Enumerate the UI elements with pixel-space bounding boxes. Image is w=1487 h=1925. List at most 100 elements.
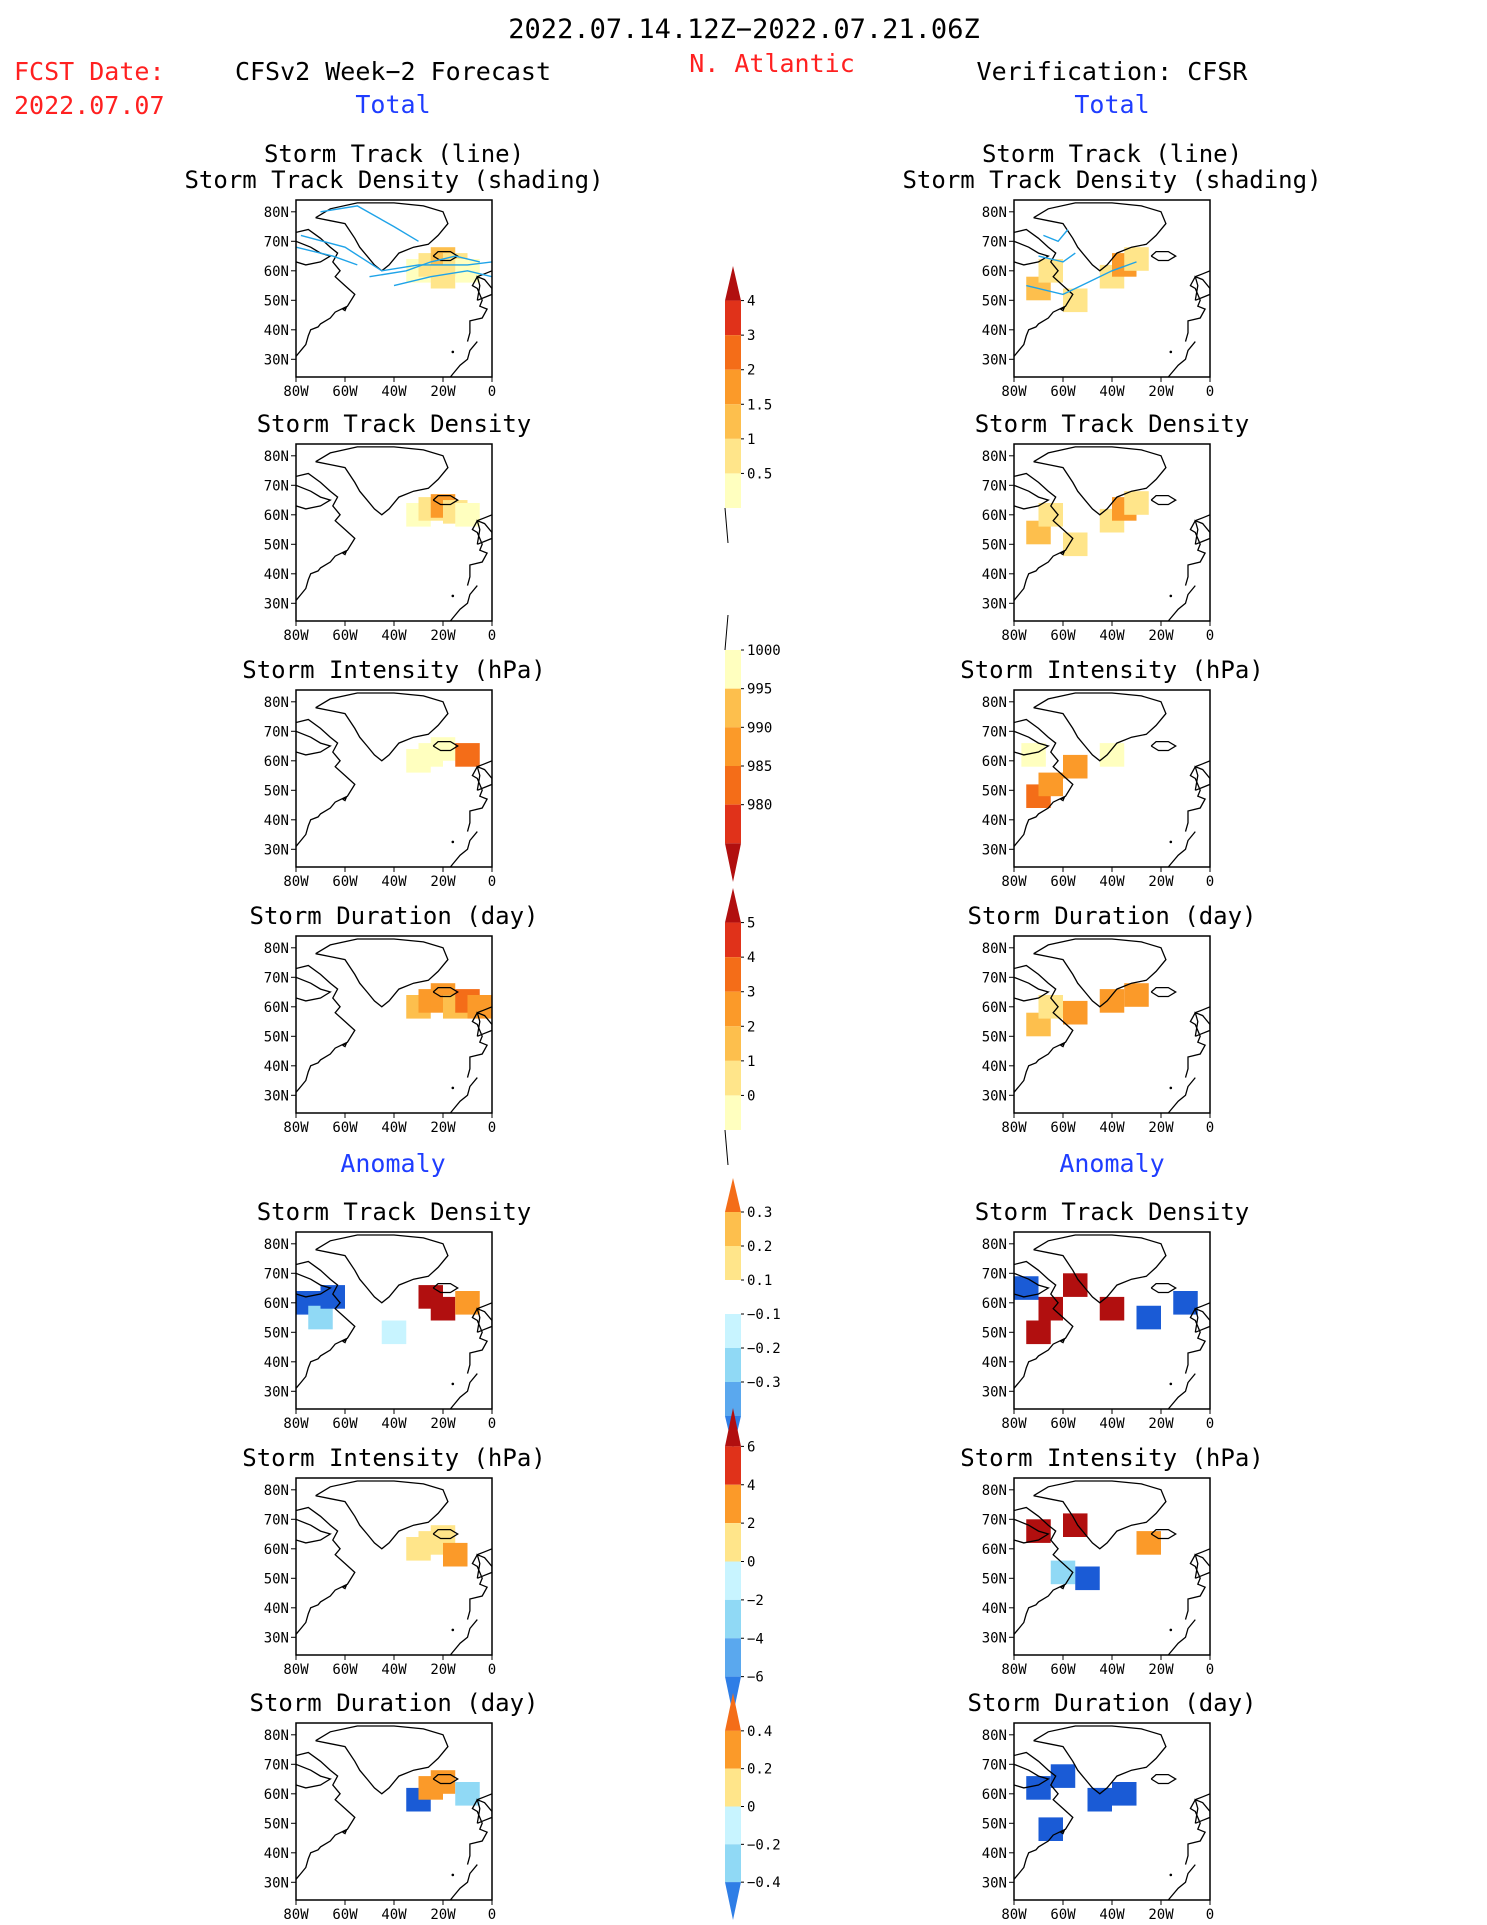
coastline-2 [1014, 240, 1050, 266]
data-cell [443, 1542, 468, 1567]
coastline-6 [449, 341, 478, 377]
x-tick-label: 0 [1206, 1120, 1214, 1136]
coastline-2 [1014, 1763, 1050, 1789]
coastline-0 [1033, 1234, 1167, 1304]
data-cell [455, 1782, 480, 1806]
y-tick-label: 50N [982, 1325, 1007, 1341]
colorbar-arrow-top [725, 888, 741, 923]
coastline-1 [296, 1260, 356, 1389]
coastline-7 [1060, 1584, 1066, 1590]
x-tick-label: 60W [1050, 1416, 1076, 1432]
coastline-1 [1014, 228, 1074, 357]
data-cell [455, 1291, 480, 1315]
colorbar-swatch [725, 688, 741, 728]
coastline-4 [1184, 270, 1210, 342]
x-tick-label: 60W [332, 1907, 358, 1923]
y-tick-label: 30N [264, 596, 289, 612]
y-tick-label: 40N [982, 1059, 1007, 1075]
y-tick-label: 80N [264, 695, 289, 711]
island-dot [451, 594, 455, 598]
x-tick-label: 40W [381, 1120, 407, 1136]
y-tick-label: 40N [982, 813, 1007, 829]
colorbar-label: 1000 [747, 643, 781, 659]
coastline-7 [342, 796, 348, 802]
colorbar-swatch [725, 300, 741, 336]
coastline-0 [315, 1234, 449, 1304]
colorbar-swatch [725, 1561, 741, 1600]
coastline-1 [296, 472, 356, 601]
y-tick-label: 80N [982, 941, 1007, 957]
data-cell [1038, 1296, 1063, 1321]
data-cell [1050, 1764, 1076, 1788]
coastline-3 [1150, 494, 1177, 506]
x-tick-label: 20W [430, 1416, 456, 1432]
x-tick-label: 60W [1050, 1662, 1076, 1678]
colorbar-label: −0.1 [747, 1307, 781, 1323]
coastline-4 [1184, 1548, 1210, 1620]
data-cell [1063, 1273, 1088, 1297]
x-tick-label: 0 [488, 384, 496, 400]
y-tick-label: 80N [264, 449, 289, 465]
colorbar-label: −0.2 [747, 1837, 781, 1853]
colorbar-swatch [725, 650, 741, 689]
x-tick-label: 0 [1206, 1416, 1214, 1432]
y-tick-label: 40N [982, 1846, 1007, 1862]
x-tick-label: 60W [1050, 384, 1076, 400]
x-tick-label: 80W [283, 628, 309, 644]
coastline-4 [1184, 1793, 1210, 1865]
x-tick-label: 60W [1050, 874, 1076, 890]
map-panel-forecast-anom_intensity: Storm Intensity (hPa) 80W 60W 40W 20W 0 80N 70N… [242, 1444, 545, 1678]
data-cell [1063, 288, 1088, 313]
panel-title: Storm Duration (day) [968, 902, 1257, 930]
x-tick-label: 0 [1206, 874, 1214, 890]
y-tick-label: 70N [264, 724, 289, 740]
colorbar-label: 990 [747, 720, 772, 736]
data-cell [1026, 1320, 1051, 1345]
map-field [296, 690, 492, 867]
panel-title: Storm Track Density [975, 410, 1250, 438]
coastline-7 [342, 1584, 348, 1590]
y-tick-label: 30N [982, 1088, 1007, 1104]
x-tick-label: 20W [430, 1120, 456, 1136]
panel-title: Storm Intensity (hPa) [960, 1444, 1263, 1472]
y-tick-label: 50N [264, 1816, 289, 1832]
coastline-3 [432, 740, 459, 752]
colorbar-label: 6 [747, 1439, 755, 1455]
colorbar-swatch [725, 473, 741, 508]
verification-total-label: Total [1074, 90, 1149, 119]
coastline-7 [1060, 1338, 1066, 1344]
map-field [1014, 200, 1210, 377]
colorbar-label: −2 [747, 1593, 764, 1609]
storm-track-line [1038, 252, 1076, 263]
data-cell [1063, 754, 1088, 779]
x-tick-label: 40W [381, 384, 407, 400]
colorbar-4: 6 4 2 0 −2 −4 −6 [725, 1408, 764, 1715]
coastline-5 [476, 1553, 492, 1579]
x-tick-label: 20W [430, 384, 456, 400]
data-cell [1112, 1782, 1137, 1806]
x-tick-label: 60W [1050, 1120, 1076, 1136]
coastline-6 [449, 585, 478, 621]
coastline-3 [1150, 986, 1177, 998]
coastline-7 [1060, 1829, 1066, 1835]
x-tick-label: 60W [332, 874, 358, 890]
y-tick-label: 50N [982, 1571, 1007, 1587]
x-tick-label: 20W [1148, 384, 1174, 400]
storm-track-line [369, 255, 480, 278]
data-cell [1099, 989, 1125, 1013]
island-dot [451, 1628, 455, 1632]
coastline-6 [1167, 1619, 1196, 1655]
data-cell [1063, 1513, 1088, 1537]
colorbar-arrow-bottom [725, 1882, 741, 1920]
coastline-4 [466, 514, 492, 586]
y-tick-label: 60N [264, 1787, 289, 1803]
coastline-5 [1194, 765, 1210, 791]
colorbar-label: 0.1 [747, 1273, 772, 1289]
coastline-0 [1033, 692, 1167, 762]
y-tick-label: 50N [982, 1029, 1007, 1045]
colorbar-label: −0.2 [747, 1341, 781, 1357]
x-tick-label: 60W [1050, 1907, 1076, 1923]
y-tick-label: 30N [982, 352, 1007, 368]
x-tick-label: 0 [1206, 1662, 1214, 1678]
data-cell [1038, 1817, 1063, 1841]
